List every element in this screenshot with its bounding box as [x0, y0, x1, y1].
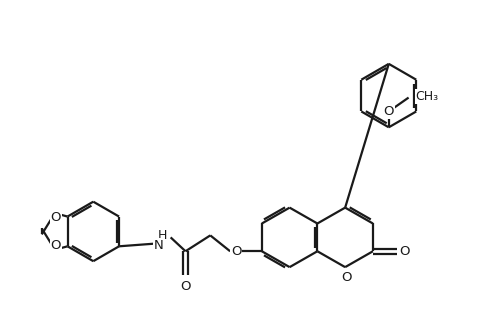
Text: H: H	[158, 229, 168, 242]
Text: O: O	[50, 239, 61, 252]
Text: O: O	[231, 245, 242, 258]
Text: O: O	[50, 211, 61, 224]
Text: O: O	[180, 280, 191, 293]
Text: O: O	[399, 245, 410, 258]
Text: O: O	[341, 270, 351, 284]
Text: O: O	[384, 105, 394, 118]
Text: CH₃: CH₃	[416, 90, 439, 103]
Text: N: N	[154, 239, 164, 252]
